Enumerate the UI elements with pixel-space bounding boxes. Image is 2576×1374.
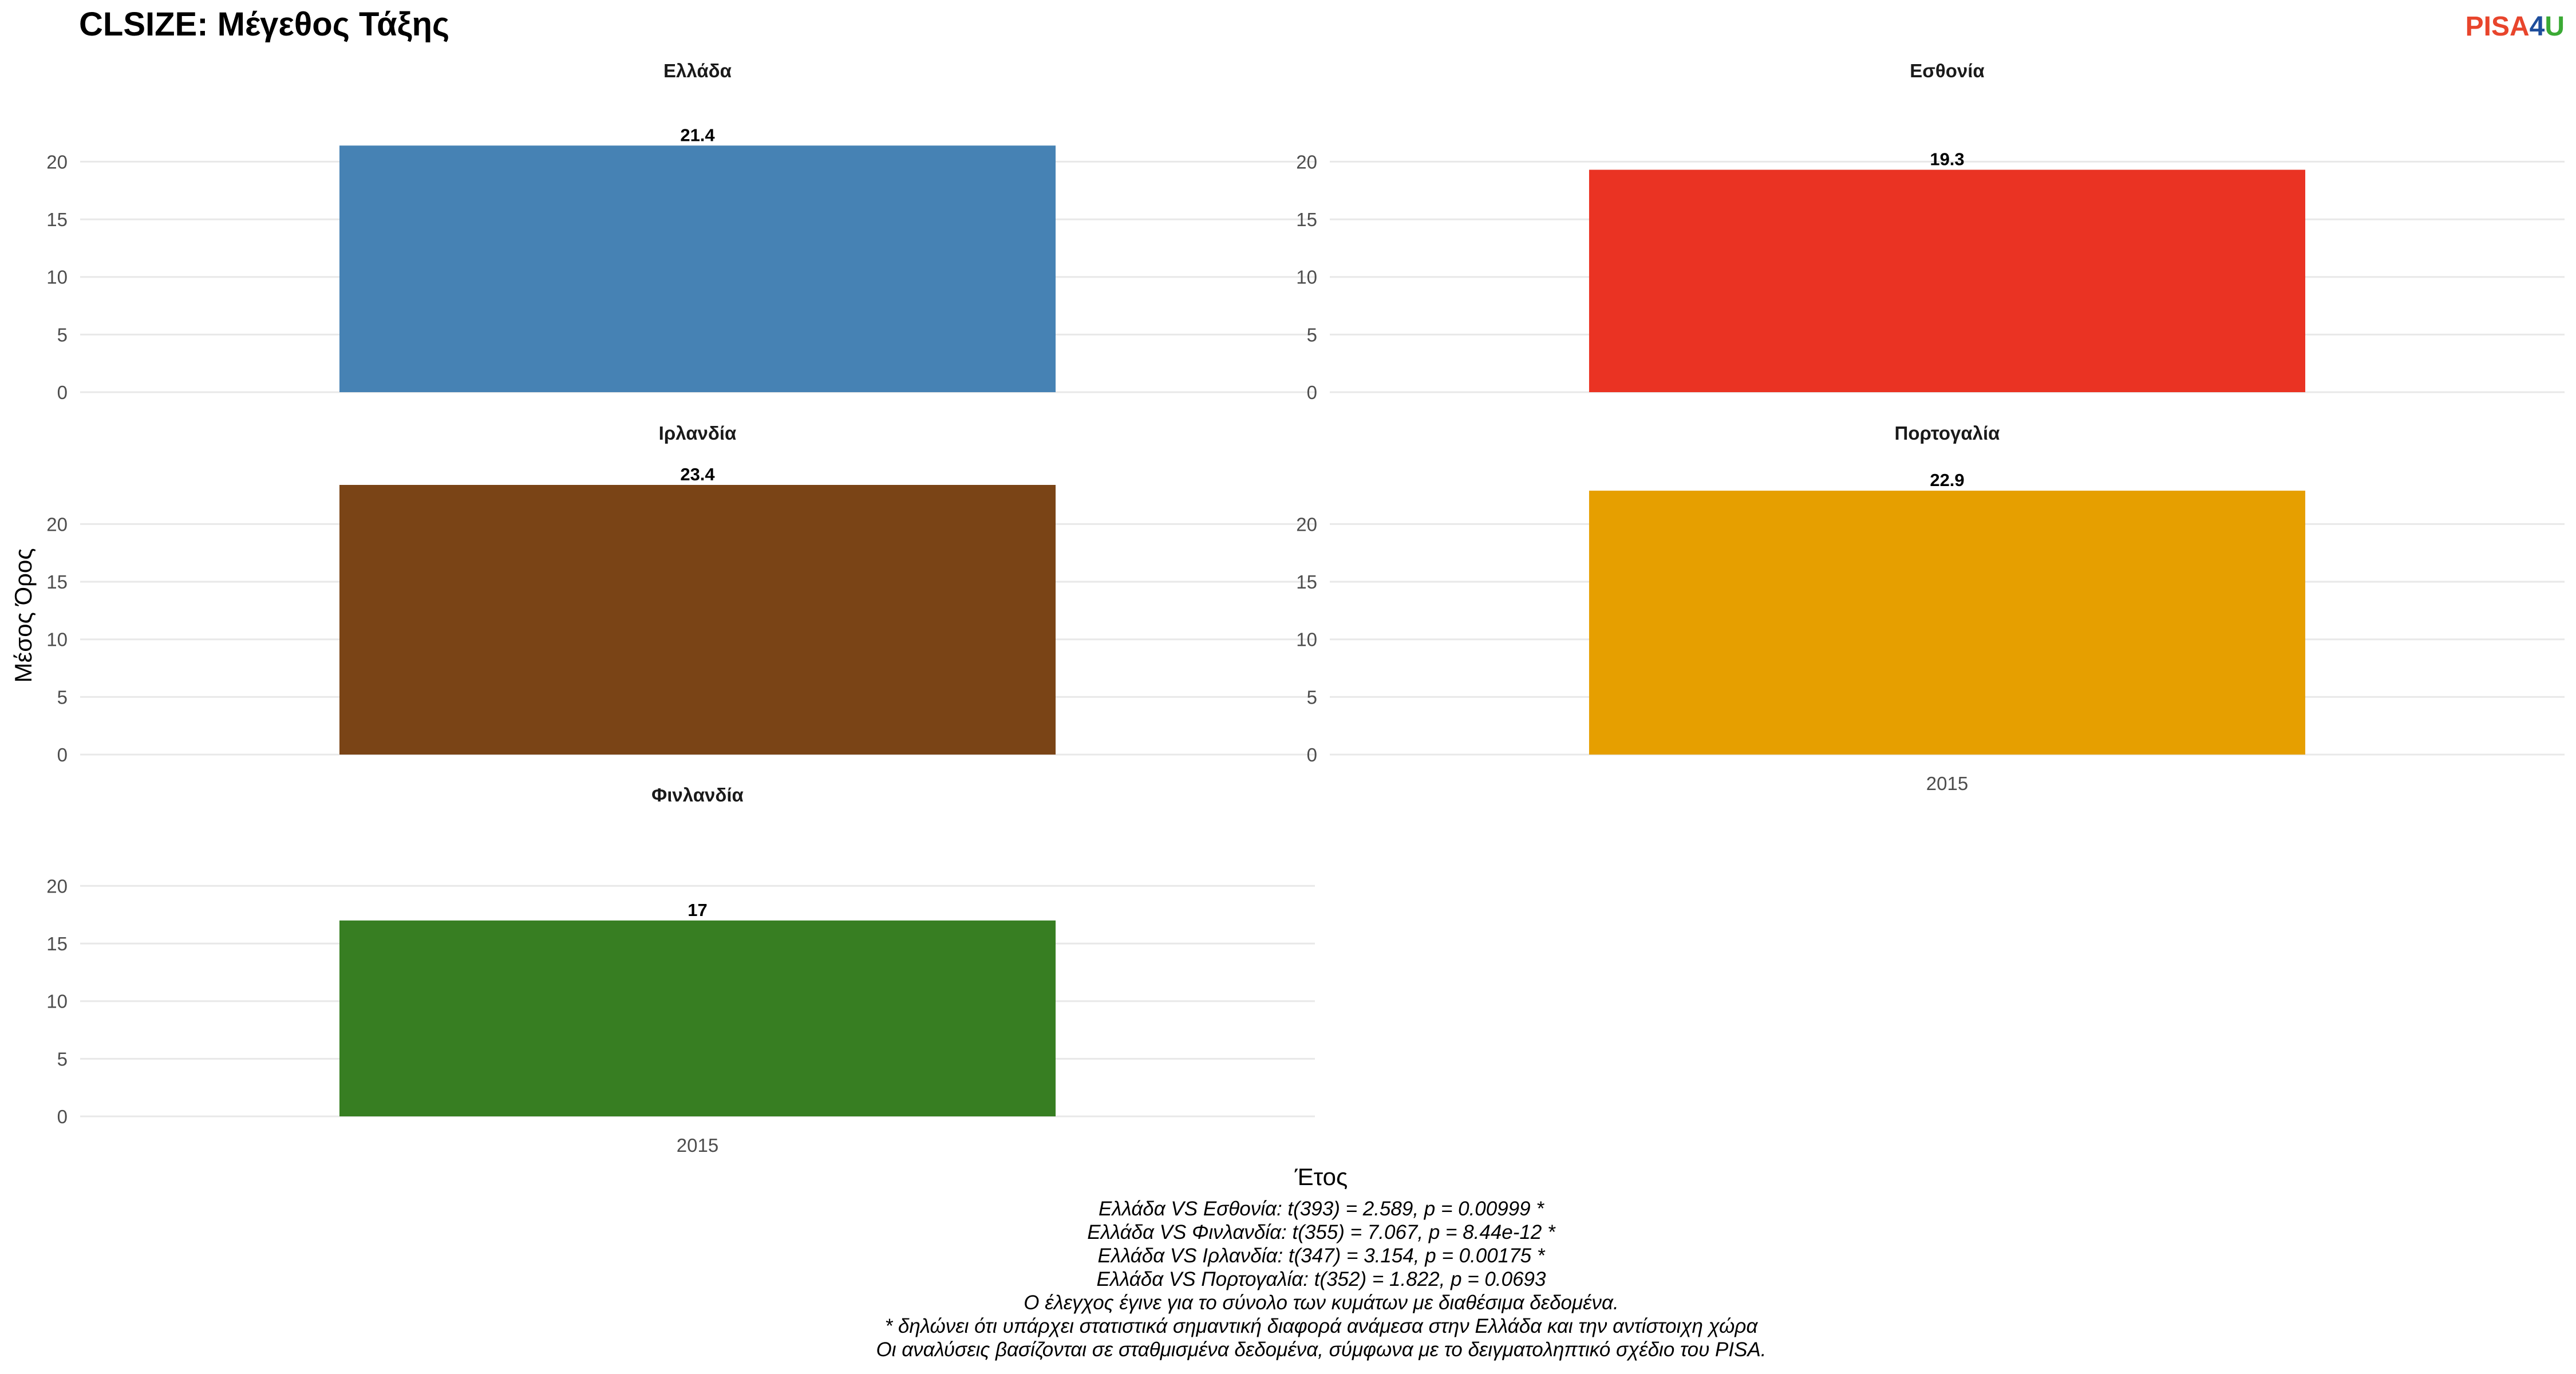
y-tick-label: 10 [46,267,68,288]
facet-panel: Πορτογαλία 0 5 10 15 20 22.9 2015 [1296,423,2565,794]
facet-panel: Φινλανδία 0 5 10 15 20 17 2015 [46,784,1315,1156]
facet-panel: Ελλάδα 0 5 10 15 20 21.4 [46,60,1315,403]
caption-line: * δηλώνει ότι υπάρχει στατιστικά σημαντι… [885,1315,1759,1337]
y-tick-label: 20 [46,151,68,172]
y-tick-label: 15 [46,933,68,954]
y-tick-label: 0 [1307,744,1317,765]
y-tick-label: 15 [46,571,68,593]
y-tick-label: 10 [46,991,68,1012]
x-tick-label: 2015 [1926,773,1968,794]
facet-panel: Ιρλανδία 0 5 10 15 20 23.4 [46,423,1315,765]
facet-strip-label: Ελλάδα [663,60,732,81]
y-tick-label: 10 [1296,629,1317,650]
chart-title: CLSIZE: Μέγεθος Τάξης [79,6,449,43]
bar [339,145,1056,392]
caption-line: Ελλάδα VS Ιρλανδία: t(347) = 3.154, p = … [1098,1245,1546,1267]
y-tick-label: 0 [57,382,68,403]
y-tick-label: 10 [46,629,68,650]
bar [1589,169,2306,392]
caption-line: Ελλάδα VS Πορτογαλία: t(352) = 1.822, p … [1097,1268,1547,1290]
bar [1589,491,2306,755]
y-tick-label: 15 [1296,209,1317,230]
facet-panels: Ελλάδα 0 5 10 15 20 21.4 Εσθονία 0 5 10 15 20 19.3 Ιρλ… [46,60,2565,1156]
caption-line: Ελλάδα VS Εσθονία: t(393) = 2.589, p = 0… [1099,1198,1544,1220]
y-tick-label: 0 [57,744,68,765]
bar-value-label: 23.4 [680,464,715,484]
y-tick-label: 5 [57,1048,68,1069]
svg-text:PISA4U: PISA4U [2466,11,2565,42]
x-axis-title: Έτος [1294,1163,1348,1190]
facet-strip-label: Ιρλανδία [659,423,737,444]
caption-line: Ελλάδα VS Φινλανδία: t(355) = 7.067, p =… [1087,1221,1556,1243]
y-tick-label: 5 [57,686,68,708]
facet-strip-label: Πορτογαλία [1895,423,2000,444]
bar-value-label: 19.3 [1930,149,1964,169]
pisa4u-logo: PISA4U [2466,11,2565,42]
facet-strip-label: Φινλανδία [651,784,744,806]
caption-line: Οι αναλύσεις βασίζονται σε σταθμισμένα δ… [876,1339,1766,1361]
y-tick-label: 15 [46,209,68,230]
y-tick-label: 15 [1296,571,1317,593]
y-tick-label: 0 [57,1106,68,1127]
y-tick-label: 20 [46,875,68,897]
y-tick-label: 0 [1307,382,1317,403]
y-tick-label: 20 [1296,514,1317,535]
x-tick-label: 2015 [677,1135,718,1156]
y-tick-label: 20 [46,514,68,535]
logo-pisa: PISA [2466,11,2530,42]
bar-value-label: 21.4 [680,125,715,145]
y-tick-label: 5 [57,324,68,345]
bar-value-label: 22.9 [1930,470,1964,490]
y-tick-label: 5 [1307,324,1317,345]
facet-strip-label: Εσθονία [1910,60,1984,81]
y-axis-title: Μέσος Όρος [10,548,37,683]
facet-panel: Εσθονία 0 5 10 15 20 19.3 [1296,60,2565,403]
caption-line: Ο έλεγχος έγινε για το σύνολο των κυμάτω… [1024,1292,1619,1314]
bar [339,485,1056,755]
bar [339,920,1056,1116]
y-tick-label: 20 [1296,151,1317,172]
logo-u: U [2545,11,2565,42]
y-tick-label: 5 [1307,686,1317,708]
logo-four: 4 [2530,11,2545,42]
y-tick-label: 10 [1296,267,1317,288]
bar-value-label: 17 [688,900,707,920]
caption: Ελλάδα VS Εσθονία: t(393) = 2.589, p = 0… [876,1198,1766,1361]
